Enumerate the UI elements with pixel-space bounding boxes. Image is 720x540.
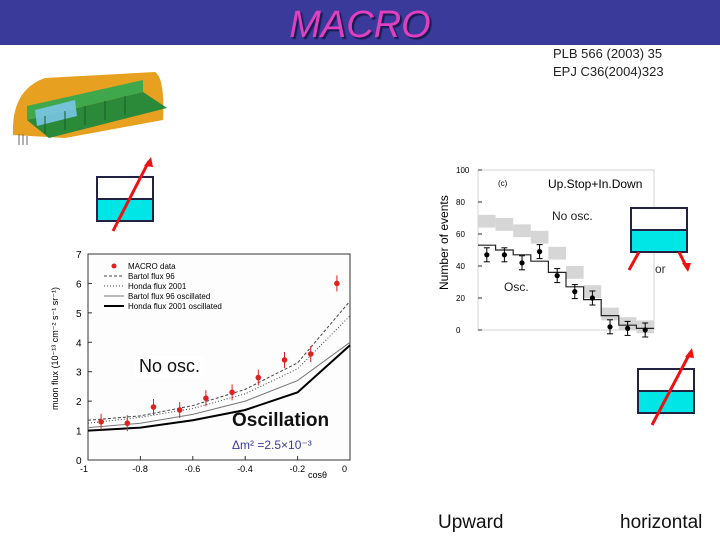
y-tick-label: 1: [76, 427, 82, 438]
delta-m2-label: Δm² =2.5×10⁻³: [232, 438, 312, 452]
data-point: [281, 357, 288, 363]
events-y-label: Number of events: [437, 195, 451, 290]
horizontal-event-sketch: [627, 207, 691, 272]
no-osc-band: [566, 266, 584, 279]
events-svg: 100 80 60 40 20 0 (c) Up.Stop+In.Down Number …: [437, 166, 655, 338]
muon-track-arrow: [111, 160, 151, 232]
upward-label: Upward: [438, 512, 504, 533]
x-tick-label: -1: [80, 464, 88, 474]
arrowhead-icon: [682, 263, 691, 272]
muon-track-left: [627, 251, 641, 271]
y-tick-label: 20: [456, 294, 465, 303]
x-tick-label: 0: [342, 464, 347, 474]
y-tick-label: 5: [76, 309, 82, 320]
y-tick-label: 0: [76, 456, 82, 467]
detector-base: [18, 134, 28, 145]
no-osc-band: [495, 218, 514, 231]
y-tick-label: 80: [456, 198, 465, 207]
flux-curve-3: [87, 341, 351, 429]
data-point: [176, 407, 183, 413]
osc-histogram: [478, 244, 654, 329]
legend-marker-data: [111, 263, 117, 269]
y-tick-label: 40: [456, 262, 465, 271]
y-tick-label: 6: [76, 279, 82, 290]
x-tick-label: -0.4: [237, 464, 253, 474]
slide-title: MACRO: [289, 4, 431, 46]
x-tick-label: -0.2: [290, 464, 306, 474]
data-point: [255, 374, 262, 381]
horizontal-label: horizontal: [620, 512, 703, 533]
legend-item-honda-osc: Honda flux 2001 oscillated: [128, 302, 222, 311]
data-point: [229, 389, 235, 396]
detector-segments: [44, 96, 126, 134]
title-bar: [0, 0, 720, 45]
no-osc-band: [601, 307, 619, 321]
detector-box-upper: [96, 176, 154, 200]
upward-event-sketch-left: [96, 157, 154, 232]
legend-item-data: MACRO data: [128, 262, 176, 271]
detector-body-front: [27, 92, 167, 138]
arrowhead-icon: [144, 157, 153, 167]
event-point: [607, 324, 613, 330]
oscillation-label: Oscillation: [232, 410, 330, 431]
event-point: [625, 325, 631, 331]
no-osc-band: [513, 224, 531, 238]
y-axis-label: muon flux (10⁻¹³ cm⁻² s⁻¹ sr⁻¹): [50, 287, 60, 410]
muon-flux-plot: 7 6 5 4 3 2 1 0 -1 -0.8 -0.6 -0.4 -0.2 0 cosθ muon fl…: [40, 240, 360, 490]
event-point: [519, 260, 525, 266]
reference-plb: PLB 566 (2003) 35: [553, 46, 663, 61]
event-point: [537, 249, 543, 255]
reference-epj: EPJ C36(2004)323: [553, 64, 664, 79]
event-point: [589, 295, 595, 301]
data-point: [334, 280, 340, 287]
y-tick-label: 2: [76, 397, 82, 408]
event-point: [501, 252, 507, 258]
event-point: [554, 273, 560, 279]
event-point: [642, 327, 648, 333]
y-tick-label: 3: [76, 368, 82, 379]
data-point: [307, 351, 314, 357]
panel-tag: (c): [498, 179, 508, 188]
plot-frame: [87, 253, 351, 461]
arrowhead-icon: [685, 348, 694, 358]
y-tick-label: 60: [456, 230, 465, 239]
y-tick-label: 0: [456, 326, 461, 335]
events-plot: 100 80 60 40 20 0 (c) Up.Stop+In.Down Number …: [430, 160, 670, 340]
no-osc-band: [530, 230, 549, 244]
event-point: [484, 252, 490, 258]
no-osc-band: [478, 214, 496, 228]
y-tick-label: 4: [76, 338, 82, 349]
no-osc-label-right: No osc.: [552, 209, 593, 223]
detector-box-lower: [637, 390, 695, 414]
events-plot-title: Up.Stop+In.Down: [548, 177, 642, 191]
data-point: [124, 420, 131, 427]
detector-box-lower: [630, 229, 688, 253]
y-tick-label: 7: [76, 250, 82, 261]
data-point: [203, 395, 209, 401]
muon-track-arrow: [650, 352, 692, 426]
no-osc-band: [548, 246, 566, 260]
no-osc-label-left: No osc.: [135, 356, 205, 377]
legend-item-bartol: Bartol flux 96: [128, 272, 175, 281]
macro-detector-illustration: [12, 72, 167, 145]
or-label: or: [655, 262, 666, 276]
data-point: [98, 418, 104, 425]
osc-label-right: Osc.: [504, 280, 529, 294]
legend: MACRO data Bartol flux 96 Honda flux 200…: [104, 262, 222, 311]
upward-event-sketch-right: [637, 348, 695, 426]
y-tick-label: 100: [456, 166, 470, 175]
detector-box-upper: [630, 207, 688, 231]
x-tick-label: -0.6: [185, 464, 201, 474]
data-point: [150, 404, 157, 410]
x-axis-label: cosθ: [308, 470, 327, 480]
x-tick-label: -0.8: [132, 464, 148, 474]
legend-item-honda: Honda flux 2001: [128, 282, 187, 291]
flux-curve-4: [87, 344, 351, 432]
legend-item-bartol-osc: Bartol flux 96 oscillated: [128, 292, 210, 301]
event-point: [572, 289, 578, 295]
detector-box-upper: [637, 368, 695, 392]
